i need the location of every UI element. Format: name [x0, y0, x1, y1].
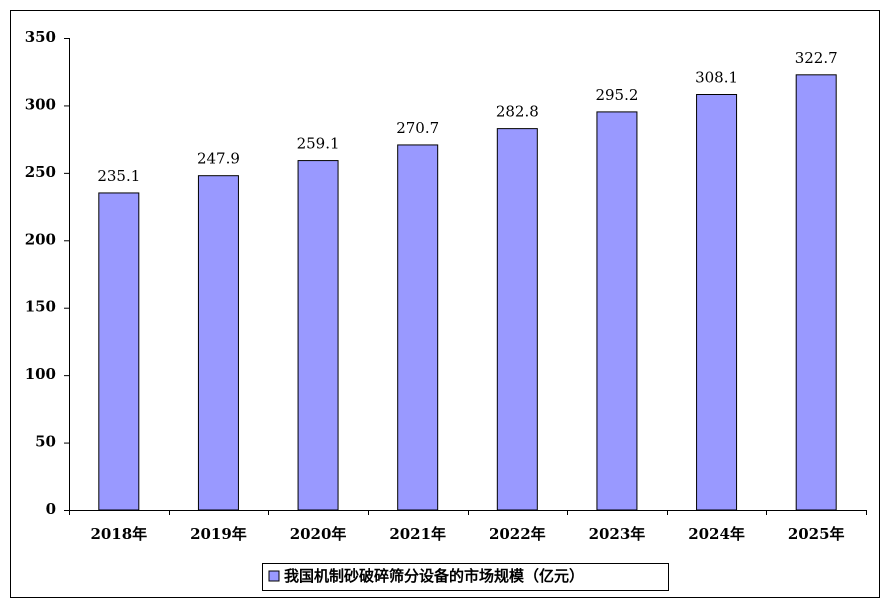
x-tick-label: 2021年 [389, 525, 446, 543]
y-tick-label: 300 [25, 95, 56, 113]
legend-label: 我国机制砂破碎筛分设备的市场规模（亿元） [284, 567, 584, 585]
bar [98, 192, 140, 511]
chart-border [10, 10, 880, 598]
legend-swatch [268, 570, 280, 582]
bar [197, 175, 239, 511]
x-tick-label: 2020年 [290, 525, 347, 543]
bar [596, 111, 638, 511]
x-tick-label: 2019年 [190, 525, 247, 543]
y-tick-label: 250 [25, 163, 56, 181]
x-tick-label: 2022年 [489, 525, 546, 543]
data-label: 308.1 [695, 69, 738, 87]
data-label: 235.1 [97, 167, 140, 185]
data-label: 247.9 [197, 150, 240, 168]
y-tick-label: 150 [25, 298, 56, 316]
legend [262, 563, 669, 591]
x-tick-label: 2023年 [589, 525, 646, 543]
bar [696, 94, 738, 511]
x-tick-label: 2025年 [788, 525, 845, 543]
data-label: 322.7 [795, 49, 838, 67]
y-tick-label: 0 [46, 500, 56, 518]
x-tick-label: 2018年 [90, 525, 147, 543]
data-label: 295.2 [595, 86, 638, 104]
data-label: 282.8 [496, 103, 539, 121]
bar [397, 144, 439, 511]
y-tick-label: 350 [25, 28, 56, 46]
y-tick-label: 200 [25, 230, 56, 248]
y-tick-label: 50 [35, 433, 56, 451]
bar [496, 128, 538, 511]
bar [297, 160, 339, 511]
data-label: 270.7 [396, 119, 439, 137]
y-tick-label: 100 [25, 365, 56, 383]
x-tick-label: 2024年 [688, 525, 745, 543]
data-label: 259.1 [297, 135, 340, 153]
bar [795, 74, 837, 511]
